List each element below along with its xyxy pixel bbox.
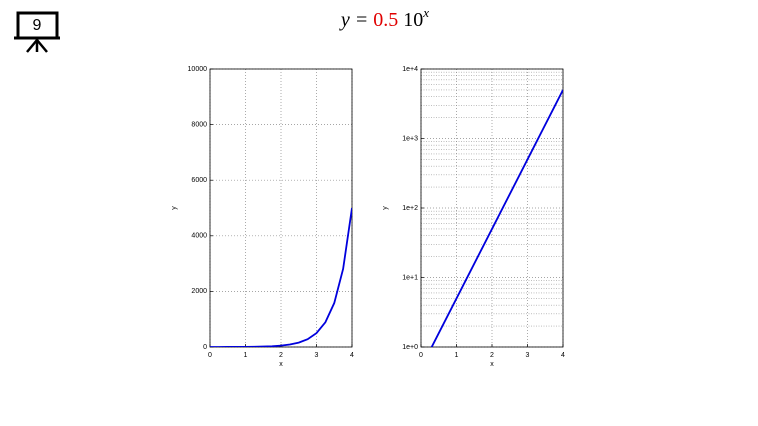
slide-title: y = 0.5 10x: [339, 5, 429, 31]
data-line: [430, 89, 563, 347]
y-tick-label: 0: [203, 344, 207, 351]
title-exp: x: [422, 5, 429, 20]
title-base: 10: [403, 9, 423, 31]
data-line: [210, 207, 352, 347]
x-tick-label: 4: [350, 352, 354, 359]
y-tick-label: 10000: [188, 66, 208, 73]
y-tick-label: 1e+4: [402, 66, 418, 73]
y-tick-label: 2000: [191, 288, 207, 295]
x-tick-label: 2: [279, 352, 283, 359]
y-axis-label: y: [171, 206, 178, 210]
x-tick-label: 0: [419, 352, 423, 359]
plot: 1e+0 1e+1 1e+2 1e+3 1e+4 0 1 2 3 4 x y: [382, 66, 565, 368]
y-tick-label: 6000: [191, 177, 207, 184]
title-lhs: y =: [339, 9, 368, 31]
y-axis-label: y: [382, 206, 389, 210]
slide-icon: 9: [14, 11, 60, 53]
x-tick-label: 1: [455, 352, 459, 359]
plot-frame: [420, 68, 564, 348]
x-tick-label: 1: [244, 352, 248, 359]
x-axis-label: x: [279, 361, 283, 368]
x-tick-label: 3: [315, 352, 319, 359]
slide-number: 9: [33, 17, 42, 34]
plot: 0 2000 4000 6000 8000 10000 0 1 2 3 4 x y: [171, 66, 354, 368]
x-tick-label: 4: [561, 352, 565, 359]
y-tick-label: 8000: [191, 121, 207, 128]
x-tick-label: 3: [526, 352, 530, 359]
y-tick-label: 1e+3: [402, 135, 418, 142]
y-tick-label: 4000: [191, 233, 207, 240]
y-tick-label: 1e+0: [402, 344, 418, 351]
x-tick-label: 0: [208, 352, 212, 359]
x-tick-label: 2: [490, 352, 494, 359]
y-tick-label: 1e+1: [402, 274, 418, 281]
title-coef: 0.5: [373, 9, 398, 31]
x-axis-label: x: [490, 361, 494, 368]
y-tick-label: 1e+2: [402, 205, 418, 212]
